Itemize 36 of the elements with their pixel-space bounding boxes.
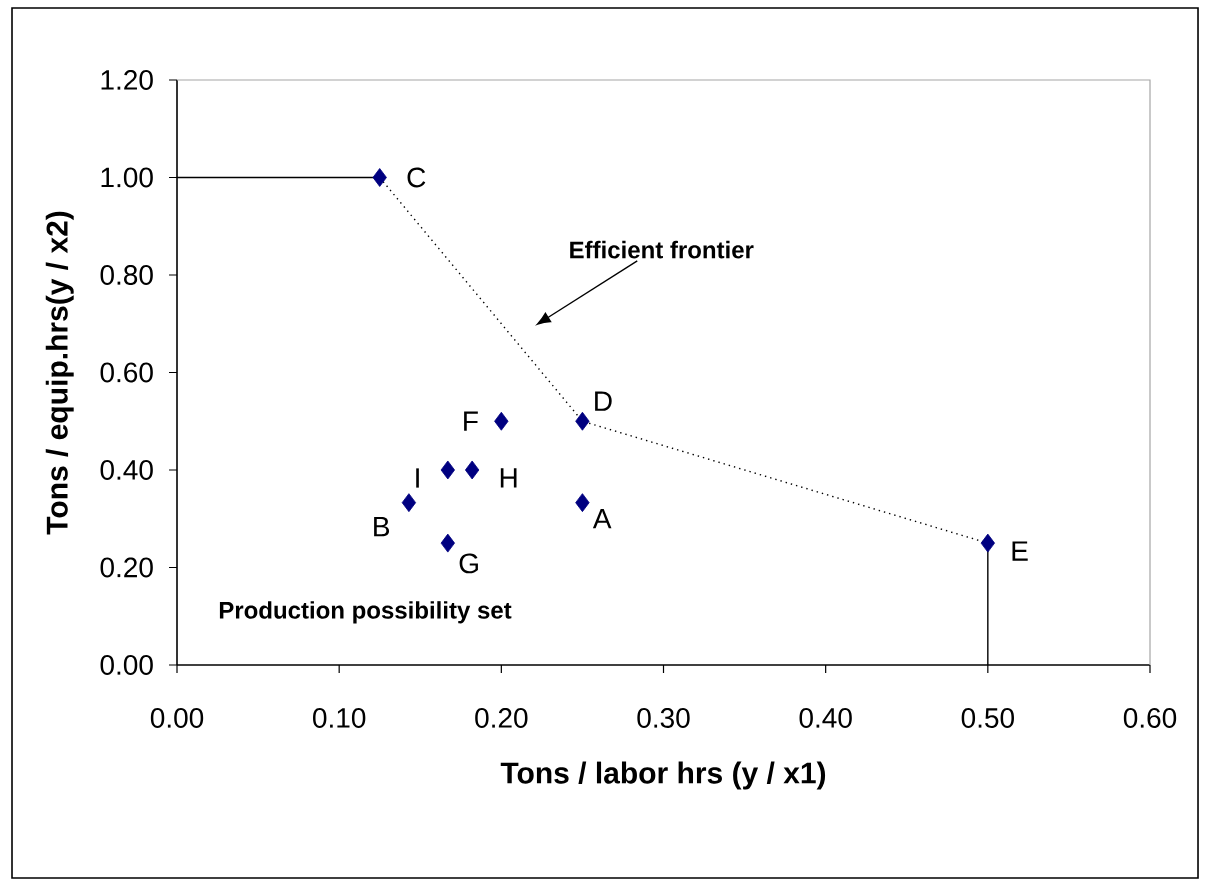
point (494, 411, 509, 431)
x-tick-label: 0.60 (1123, 708, 1177, 728)
x-tick-label: 0.20 (475, 708, 528, 728)
annotation: I (416, 468, 419, 488)
point (575, 411, 590, 431)
x-tick-label: 0.50 (961, 708, 1014, 728)
y-tick-label: 0.60 (100, 362, 153, 383)
annotation: C (407, 167, 426, 188)
y-tick-label: 0.20 (100, 557, 153, 578)
y-tick-label: 1.20 (101, 70, 153, 90)
y-tick-label: 0.40 (100, 460, 153, 480)
annotation: Production possibility set (219, 601, 512, 624)
point (465, 460, 480, 480)
annotation: G (459, 553, 478, 574)
y-tick-label: 0.00 (100, 655, 153, 675)
annotation: Efficient frontier (570, 240, 754, 259)
x-axis-title: Tons / labor hrs (y / x1) (500, 761, 826, 790)
annotation: B (374, 517, 390, 537)
point (372, 168, 387, 187)
annotation: H (500, 468, 517, 488)
x-tick-label: 0.00 (150, 708, 204, 728)
point (440, 533, 455, 553)
y-tick-label: 0.80 (100, 265, 153, 285)
point (401, 493, 417, 513)
x-tick-label: 0.10 (313, 708, 366, 728)
annotation: D (595, 391, 612, 411)
x-tick-label: 0.40 (799, 708, 852, 728)
y-tick-label: 1.00 (101, 167, 153, 188)
point (980, 533, 995, 553)
annotation: F (464, 411, 478, 431)
point (575, 493, 590, 513)
point (440, 460, 455, 480)
annotation: A (592, 509, 612, 529)
annotation: E (1012, 541, 1028, 561)
x-tick-label: 0.30 (637, 708, 690, 728)
y-axis-title: Tons / equip.hrs(y / x2) (45, 211, 74, 535)
